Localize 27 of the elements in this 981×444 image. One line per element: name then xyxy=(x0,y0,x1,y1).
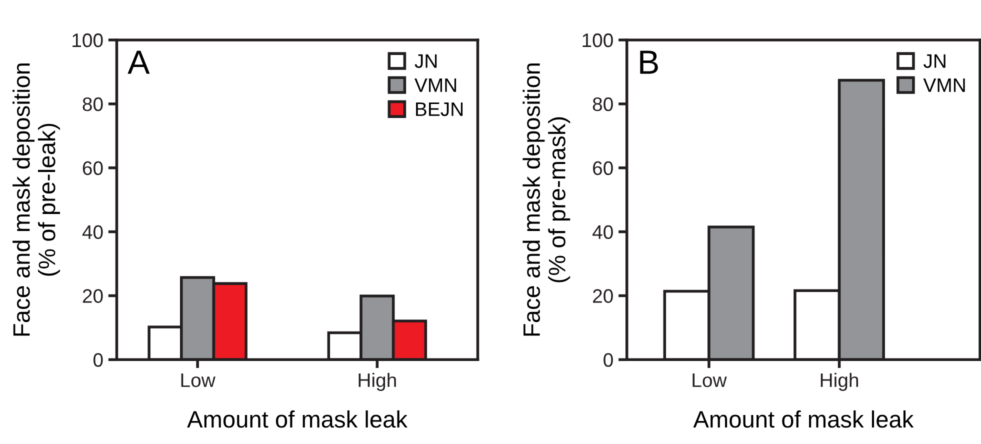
y-tick-label: 0 xyxy=(604,353,613,367)
legend-label: JN xyxy=(924,54,946,68)
legend-label: VMN xyxy=(414,78,456,92)
annotation: A xyxy=(128,50,150,74)
y-tick-label: 20 xyxy=(593,289,613,303)
y-tick-label: 60 xyxy=(593,161,613,176)
legend-label: VMN xyxy=(923,78,965,92)
y-tick-label: 80 xyxy=(592,97,613,112)
y-tick-label: 40 xyxy=(82,225,103,240)
x-axis-title: Amount of mask leak xyxy=(693,410,914,428)
y-tick-label: 20 xyxy=(82,289,103,303)
legend-label: BEJN xyxy=(416,102,463,116)
x-tick-label: High xyxy=(820,372,858,391)
legend-label: JN xyxy=(414,54,437,68)
y-axis-title: Face and mask deposition (% of pre-leak) xyxy=(12,64,60,336)
y-tick-label: 100 xyxy=(582,33,613,48)
y-axis-title: Face and mask deposition (% of pre-mask) xyxy=(522,64,570,336)
x-tick-label: Low xyxy=(692,374,727,388)
y-tick-label: 80 xyxy=(82,97,103,112)
annotation: B xyxy=(640,50,658,74)
y-tick-label: 100 xyxy=(72,33,103,48)
y-tick-label: 60 xyxy=(82,161,103,176)
y-tick-label: 0 xyxy=(93,353,103,367)
x-tick-label: High xyxy=(358,372,396,391)
x-tick-label: Low xyxy=(181,374,216,388)
x-axis-title: Amount of mask leak xyxy=(187,410,408,428)
y-tick-label: 40 xyxy=(592,225,613,240)
